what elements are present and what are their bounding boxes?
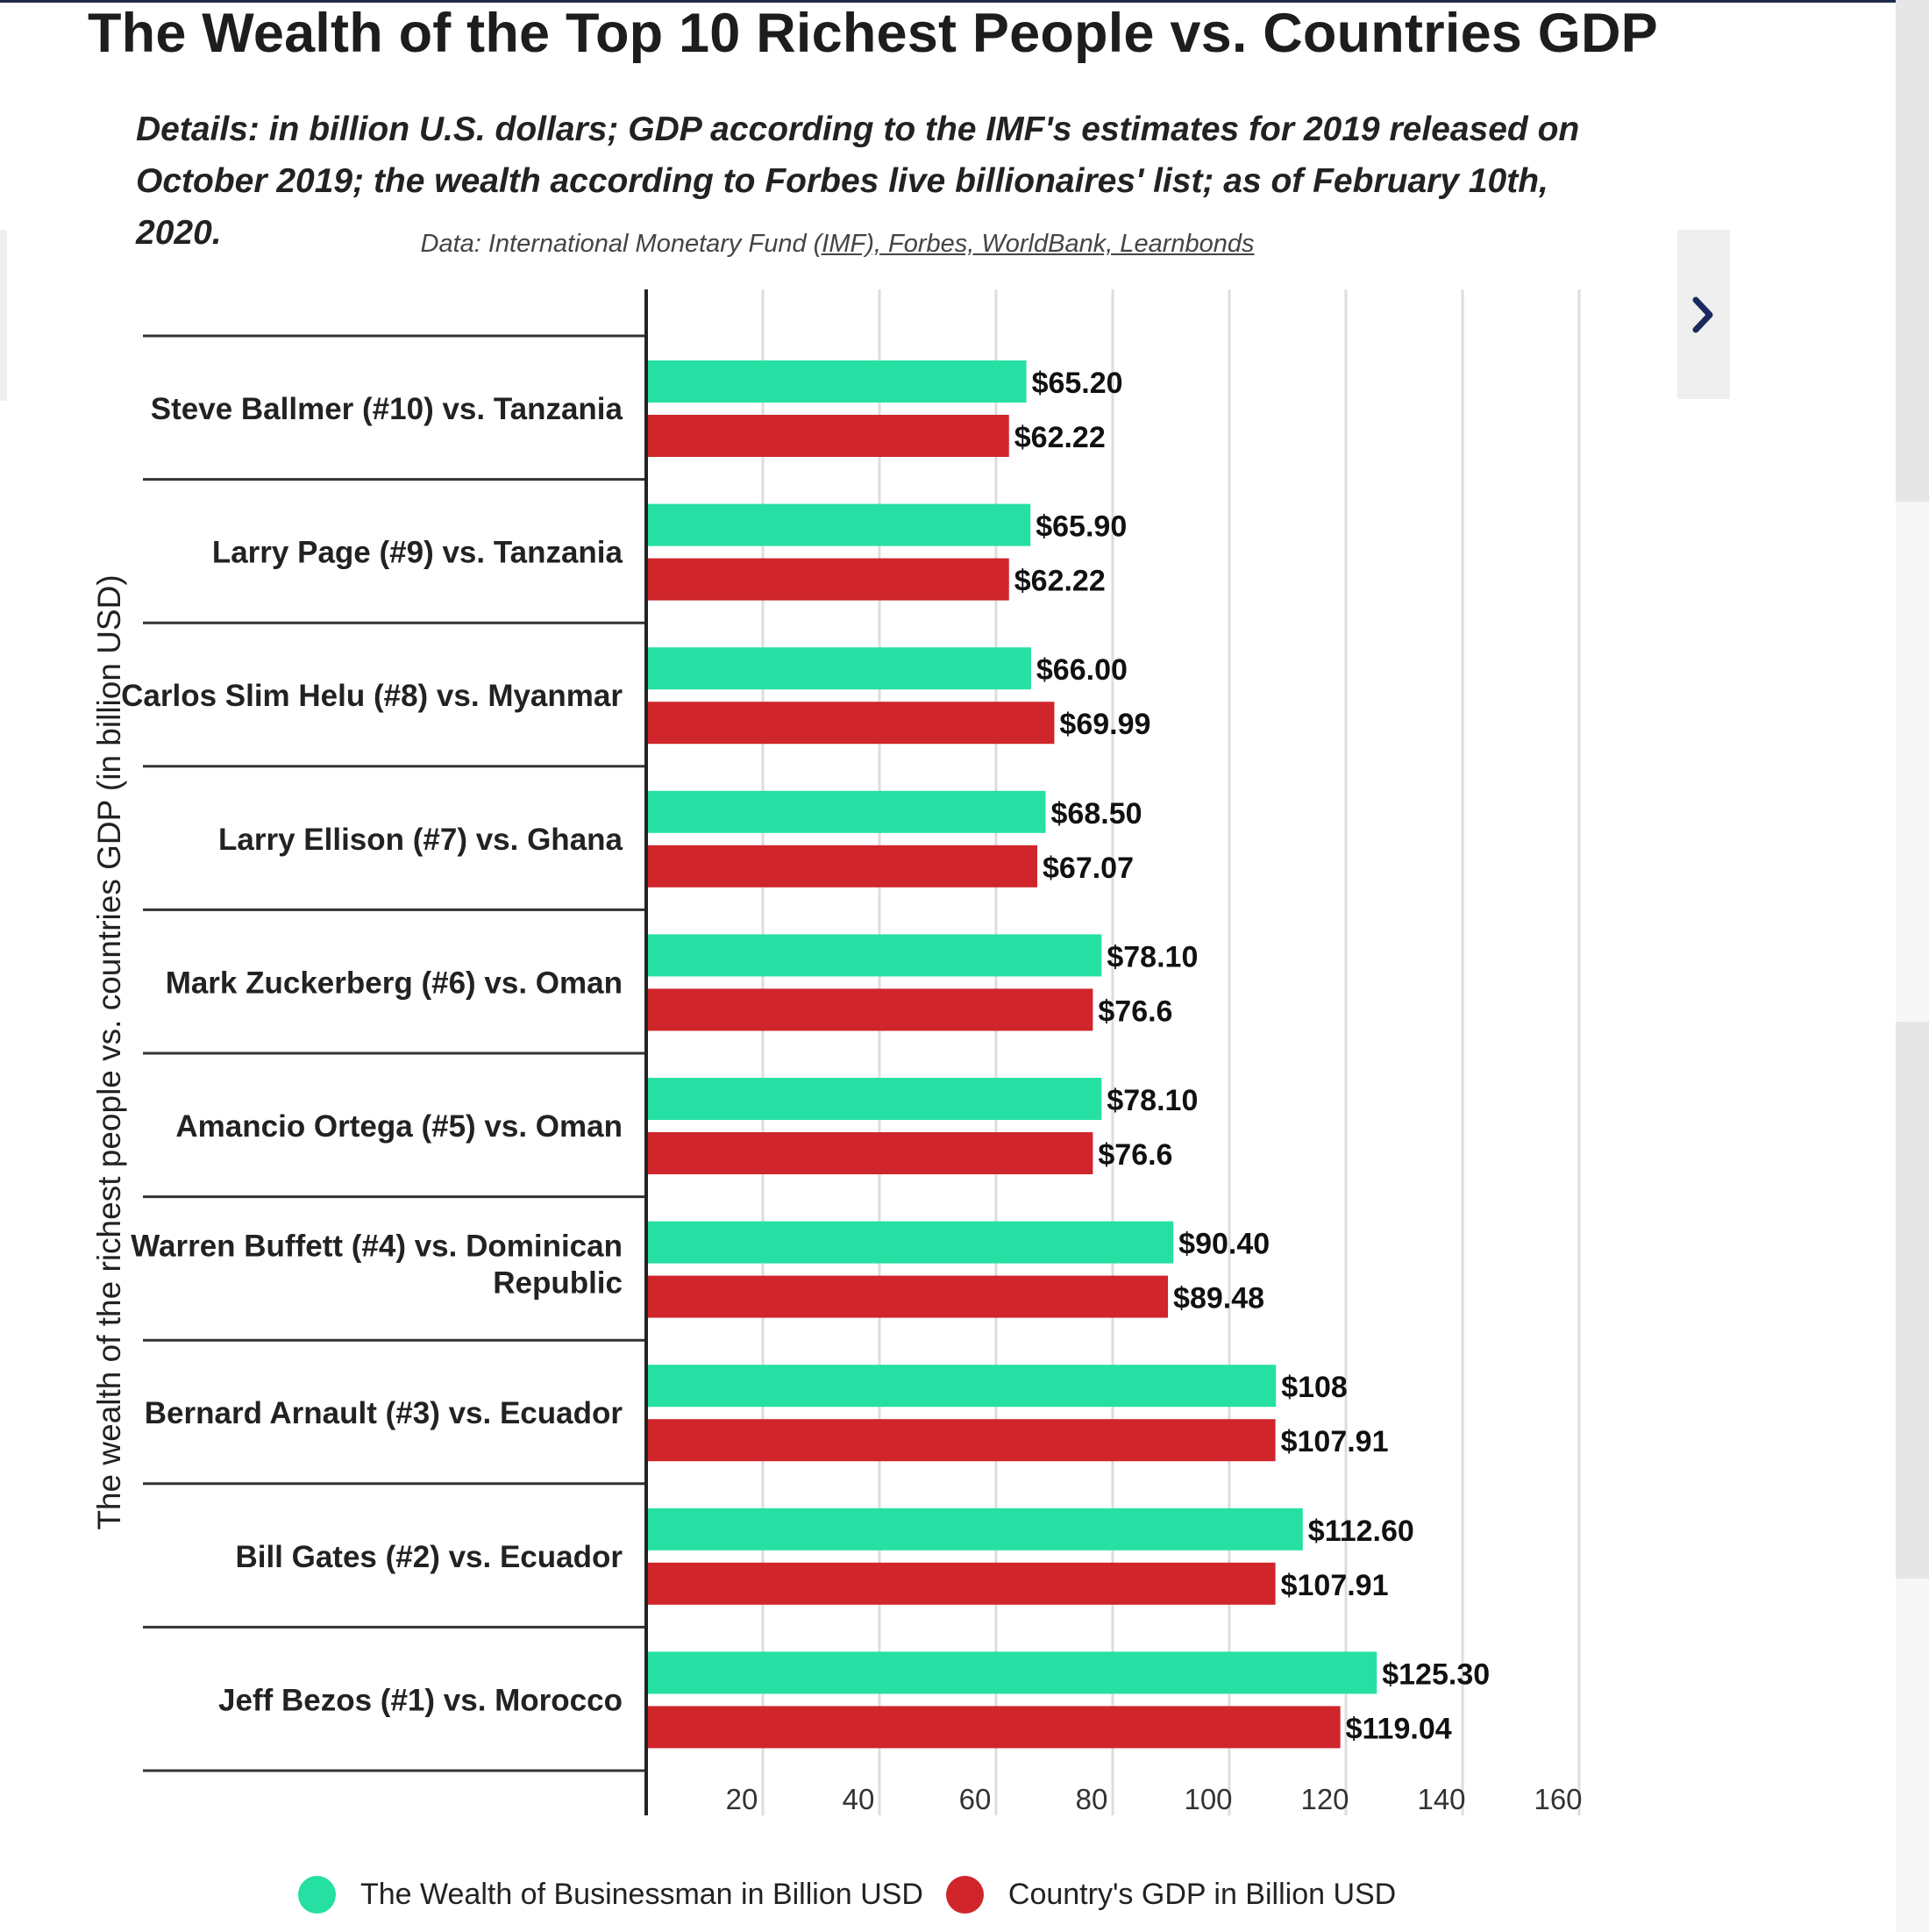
legend: The Wealth of Businessman in Billion USD… (298, 1872, 1419, 1916)
bar-wealth (648, 647, 1031, 690)
value-label-wealth: $78.10 (1107, 940, 1198, 973)
legend-item-gdp[interactable]: Country's GDP in Billion USD (945, 1875, 1397, 1914)
value-label-wealth: $112.60 (1308, 1515, 1414, 1548)
previous-tab[interactable] (0, 230, 7, 401)
value-label-gdp: $107.91 (1281, 1425, 1389, 1458)
chart-subtitle: Details: in billion U.S. dollars; GDP ac… (136, 111, 1580, 252)
category-label: Bernard Arnault (#3) vs. Ecuador (145, 1396, 623, 1430)
value-label-wealth: $68.50 (1051, 797, 1142, 831)
value-label-wealth: $66.00 (1036, 653, 1128, 687)
bar-wealth (648, 360, 1027, 403)
bar-gdp (648, 1132, 1093, 1174)
bar-gdp (648, 988, 1093, 1031)
bar-wealth (648, 1078, 1102, 1120)
value-label-wealth: $65.20 (1032, 367, 1123, 400)
bar-gdp (648, 702, 1055, 745)
x-tick-label: 100 (1184, 1783, 1232, 1815)
x-tick-label: 120 (1300, 1783, 1349, 1815)
bar-gdp (648, 1562, 1276, 1605)
legend-swatch-gdp (945, 1875, 984, 1914)
value-label-gdp: $69.99 (1059, 708, 1150, 741)
bar-wealth (648, 1365, 1277, 1408)
category-label: Jeff Bezos (#1) vs. Morocco (218, 1683, 623, 1717)
bar-wealth (648, 1221, 1174, 1264)
bar-gdp (648, 558, 1009, 601)
chart-title: The Wealth of the Top 10 Richest People … (88, 3, 1658, 64)
next-button[interactable] (1677, 230, 1730, 399)
legend-label-wealth: The Wealth of Businessman in Billion USD (360, 1877, 923, 1911)
bar-chart: 20 40 60 80 100 120 140 160 $65.20 $62.22 Steve Ba… (91, 289, 1583, 1815)
x-tick-label: 60 (959, 1783, 992, 1815)
category-label: Amancio Ortega (#5) vs. Oman (175, 1109, 623, 1144)
value-label-gdp: $62.22 (1014, 421, 1106, 454)
category-label: Steve Ballmer (#10) vs. Tanzania (151, 392, 623, 426)
value-label-wealth: $90.40 (1178, 1228, 1270, 1261)
category-label: Carlos Slim Helu (#8) vs. Myanmar (121, 679, 623, 713)
top-border (0, 0, 1929, 3)
bar-gdp (648, 845, 1038, 888)
legend-item-wealth[interactable]: The Wealth of Businessman in Billion USD (298, 1875, 923, 1914)
category-label: Warren Buffett (#4) vs. Dominican Republi… (131, 1230, 623, 1301)
category-label: Larry Page (#9) vs. Tanzania (212, 536, 623, 570)
x-tick-label: 20 (726, 1783, 758, 1815)
category-label: Mark Zuckerberg (#6) vs. Oman (166, 966, 623, 1000)
data-source: Data: International Monetary Fund (IMF),… (0, 230, 1675, 259)
value-label-gdp: $107.91 (1281, 1569, 1389, 1602)
value-label-wealth: $65.90 (1036, 510, 1127, 544)
data-source-links[interactable]: (IMF), Forbes, WorldBank, Learnbonds (813, 230, 1255, 258)
x-tick-label: 80 (1076, 1783, 1108, 1815)
legend-label-gdp: Country's GDP in Billion USD (1007, 1877, 1397, 1911)
bar-gdp (648, 1419, 1276, 1462)
value-label-wealth: $78.10 (1107, 1084, 1198, 1117)
value-label-gdp: $89.48 (1173, 1282, 1264, 1315)
legend-swatch-wealth (298, 1875, 336, 1914)
bar-wealth (648, 934, 1102, 977)
bar-gdp (648, 415, 1009, 457)
chevron-right-icon (1692, 296, 1713, 332)
bar-wealth (648, 503, 1031, 546)
x-tick-label: 160 (1534, 1783, 1582, 1815)
data-source-prefix: Data: International Monetary Fund (420, 230, 814, 258)
bar-wealth (648, 1508, 1303, 1551)
bar-gdp (648, 1275, 1169, 1318)
category-label: Bill Gates (#2) vs. Ecuador (235, 1540, 623, 1574)
bar-wealth (648, 1651, 1377, 1694)
value-label-gdp: $76.6 (1098, 995, 1172, 1028)
value-label-gdp: $62.22 (1014, 565, 1106, 598)
value-label-wealth: $108 (1281, 1371, 1348, 1404)
bar-gdp (648, 1706, 1341, 1749)
category-label: Larry Ellison (#7) vs. Ghana (218, 823, 623, 857)
x-tick-label: 140 (1417, 1783, 1465, 1815)
value-label-gdp: $67.07 (1043, 852, 1134, 885)
value-label-wealth: $125.30 (1382, 1658, 1490, 1691)
value-label-gdp: $119.04 (1346, 1712, 1452, 1745)
scrollbar-thumb[interactable] (1896, 0, 1929, 502)
y-axis-title: The wealth of the richest people vs. cou… (91, 574, 127, 1529)
scrollbar-thumb[interactable] (1896, 1022, 1929, 1579)
x-tick-label: 40 (843, 1783, 875, 1815)
bar-wealth (648, 790, 1046, 833)
value-label-gdp: $76.6 (1098, 1138, 1172, 1172)
